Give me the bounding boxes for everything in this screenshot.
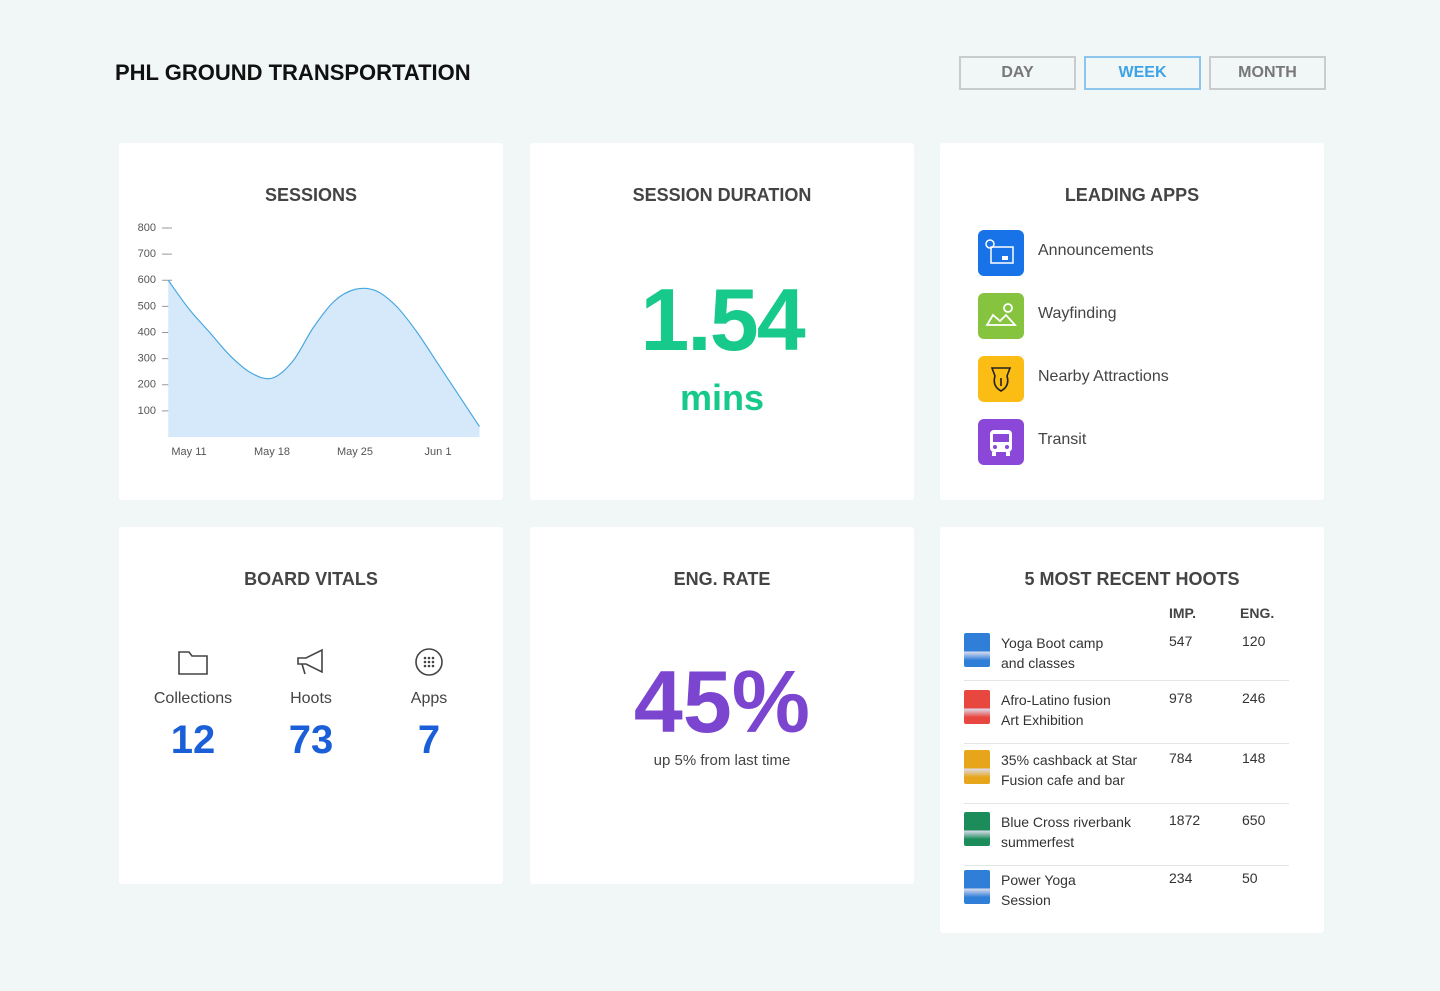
hoot-title: Yoga Boot camp and classes — [1001, 633, 1103, 673]
row-separator — [964, 803, 1289, 804]
hoot-imp: 234 — [1169, 870, 1193, 886]
app-icon — [978, 293, 1024, 339]
eng-note: up 5% from last time — [653, 752, 791, 769]
column-header: IMP. — [1169, 605, 1196, 621]
hoots-icon — [297, 648, 323, 675]
y-tick-label: 700 — [138, 248, 156, 260]
x-tick-label: May 25 — [337, 446, 373, 458]
hoot-title-line: Afro-Latino fusion — [1001, 692, 1111, 708]
app-icon — [978, 419, 1024, 465]
apps-card: LEADING APPS Announcements Wayfinding Ne… — [940, 143, 1324, 500]
duration-card: SESSION DURATION 1.54 mins — [530, 143, 914, 500]
apps-icon — [415, 648, 443, 676]
sessions-card: SESSIONS 100 200 300 400 500 600 700 800 May 11 M… — [119, 143, 503, 500]
app-label: Nearby Attractions — [1038, 368, 1169, 385]
duration-unit: mins — [679, 377, 765, 418]
vital-item: Collections 12 — [113, 647, 273, 763]
card-title: SESSIONS — [264, 185, 358, 205]
hoot-title-line: 35% cashback at Star — [1001, 752, 1138, 768]
hoot-title-line: summerfest — [1001, 834, 1075, 850]
vital-value: 7 — [417, 718, 441, 762]
vitals-card: BOARD VITALS Collections 12 Hoots 73 App… — [119, 527, 503, 884]
hoot-title-line: Yoga Boot camp — [1001, 635, 1104, 651]
page-title: PHL GROUND TRANSPORTATION — [115, 60, 471, 85]
card-title: ENG. RATE — [673, 569, 771, 589]
vital-label: Apps — [410, 690, 448, 707]
vital-item: Hoots 73 — [231, 647, 391, 763]
hoot-imp: 784 — [1169, 750, 1193, 766]
hoot-thumbnail — [964, 690, 990, 724]
y-tick-label: 800 — [138, 222, 156, 234]
vital-value: 12 — [170, 718, 216, 762]
y-tick-label: 600 — [138, 274, 156, 286]
sessions-line — [167, 279, 481, 427]
hoot-eng: 246 — [1242, 690, 1266, 706]
card-title: BOARD VITALS — [244, 569, 378, 589]
hoot-imp: 1872 — [1169, 812, 1201, 828]
hoot-title-line: and classes — [1001, 655, 1075, 671]
hoot-eng: 650 — [1242, 812, 1266, 828]
app-item[interactable]: Transit — [978, 419, 1278, 465]
sessions-chart: 100 200 300 400 500 600 700 800 May 11 May 18 May … — [138, 222, 481, 458]
hoot-imp: 978 — [1169, 690, 1193, 706]
hoot-title-line: Fusion cafe and bar — [1001, 772, 1125, 788]
app-item[interactable]: Wayfinding — [978, 293, 1278, 339]
hoot-thumbnail — [964, 750, 990, 784]
collections-icon — [178, 651, 208, 675]
app-icon — [978, 230, 1024, 276]
app-item[interactable]: Nearby Attractions — [978, 356, 1278, 402]
vital-value: 73 — [288, 718, 334, 762]
hoot-eng: 120 — [1242, 633, 1266, 649]
x-tick-label: May 11 — [171, 446, 206, 458]
eng-value: 45% — [633, 652, 811, 751]
hoot-eng: 50 — [1242, 870, 1258, 886]
app-label: Wayfinding — [1038, 305, 1117, 322]
hoot-thumbnail — [964, 812, 990, 846]
hoot-eng: 148 — [1242, 750, 1266, 766]
card-title: 5 MOST RECENT HOOTS — [1024, 569, 1240, 589]
app-icon — [978, 356, 1024, 402]
filter-button[interactable]: WEEK — [1084, 56, 1201, 90]
hoot-thumbnail — [964, 870, 990, 904]
hoot-title: Power Yoga Session — [1001, 870, 1076, 910]
hoot-thumbnail — [964, 633, 990, 667]
vital-label: Collections — [153, 690, 233, 707]
y-tick-label: 300 — [138, 353, 156, 365]
row-separator — [964, 743, 1289, 744]
y-tick-label: 400 — [138, 326, 156, 338]
filter-button[interactable]: DAY — [959, 56, 1076, 90]
vital-label: Hoots — [290, 690, 332, 707]
vital-item: Apps 7 — [349, 647, 509, 763]
hoot-title: Blue Cross riverbank summerfest — [1001, 812, 1131, 852]
y-tick-label: 500 — [138, 300, 156, 312]
row-separator — [964, 680, 1289, 681]
app-item[interactable]: Announcements — [978, 230, 1278, 276]
column-header: ENG. — [1240, 605, 1275, 621]
area-fill — [168, 280, 480, 437]
eng-card: ENG. RATE 45% up 5% from last time — [530, 527, 914, 884]
hoot-title-line: Art Exhibition — [1001, 712, 1084, 728]
hoots-card: 5 MOST RECENT HOOTS IMP. ENG. Yoga Boot … — [940, 527, 1324, 933]
filter-button[interactable]: MONTH — [1209, 56, 1326, 90]
hoot-imp: 547 — [1169, 633, 1193, 649]
card-title: SESSION DURATION — [632, 185, 812, 205]
app-label: Announcements — [1038, 242, 1154, 259]
hoot-title: Afro-Latino fusion Art Exhibition — [1001, 690, 1111, 730]
card-title: LEADING APPS — [1064, 185, 1200, 205]
row-separator — [964, 865, 1289, 866]
hoot-title: 35% cashback at Star Fusion cafe and bar — [1001, 750, 1137, 790]
x-tick-label: May 18 — [254, 446, 290, 458]
duration-value: 1.54 — [640, 270, 805, 369]
hoot-title-line: Blue Cross riverbank — [1001, 814, 1131, 830]
y-tick-label: 100 — [138, 405, 156, 417]
app-label: Transit — [1038, 431, 1087, 448]
y-tick-label: 200 — [138, 379, 156, 391]
hoot-title-line: Power Yoga — [1001, 872, 1076, 888]
x-tick-label: Jun 1 — [425, 446, 452, 458]
hoot-title-line: Session — [1001, 892, 1051, 908]
